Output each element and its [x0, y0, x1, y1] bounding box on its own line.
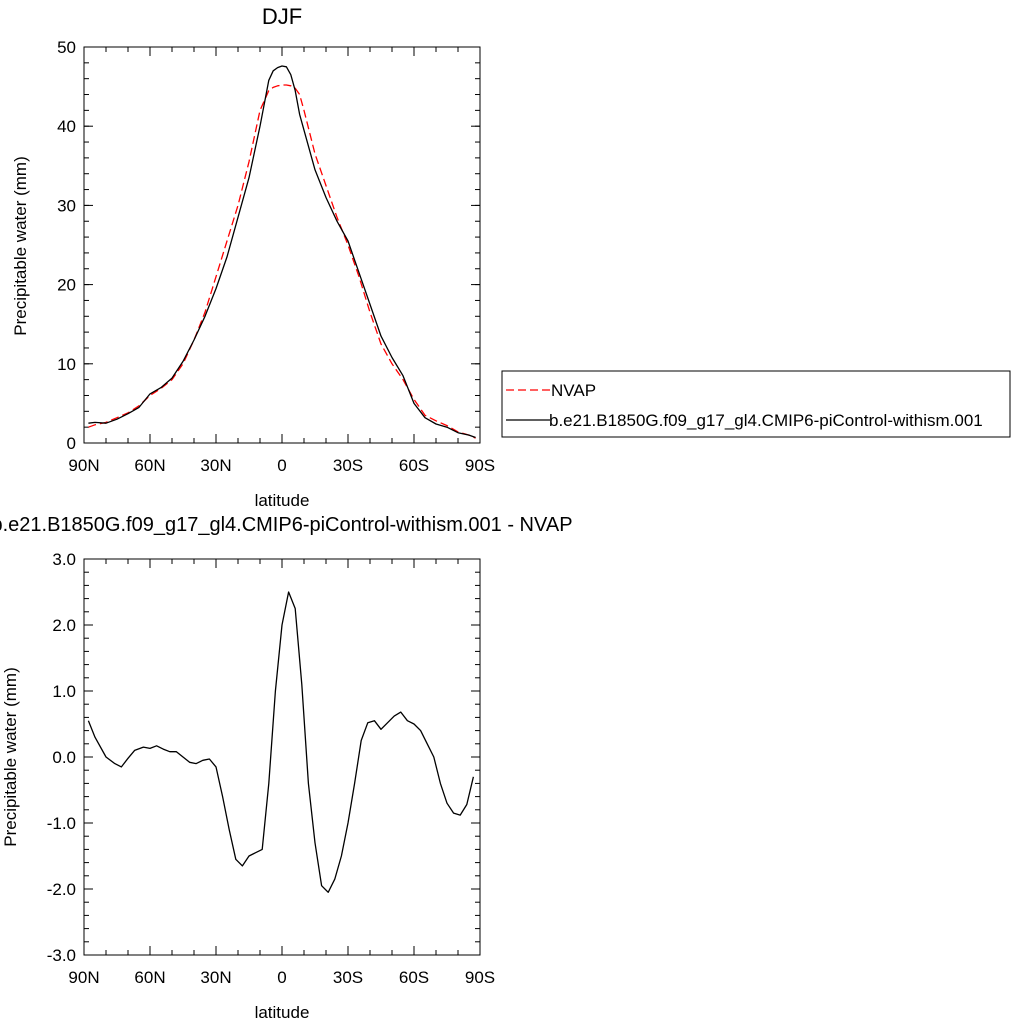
- x-tick-label: 30S: [333, 456, 363, 475]
- y-tick-label: 50: [57, 38, 76, 57]
- x-tick-label: 90S: [465, 456, 495, 475]
- bottom-axis-ticks: 90N 60N 30N 0 30S 60S 90S -3.0 -2.0 -1.0 0.0 1.0 2.0…: [47, 550, 495, 987]
- x-tick-label: 30S: [333, 968, 363, 987]
- y-tick-label: 30: [57, 196, 76, 215]
- legend-nvap-label: NVAP: [551, 381, 596, 400]
- y-tick-label: 0: [67, 434, 76, 453]
- x-tick-label: 90N: [68, 456, 99, 475]
- x-tick-label: 0: [277, 968, 286, 987]
- bottom-plot-frame: [83, 558, 481, 956]
- x-tick-label: 90S: [465, 968, 495, 987]
- x-tick-label: 60N: [134, 968, 165, 987]
- bottom-xlabel: latitude: [255, 1003, 310, 1022]
- x-tick-label: 90N: [68, 968, 99, 987]
- y-tick-label: 1.0: [52, 682, 76, 701]
- x-tick-label: 60S: [399, 456, 429, 475]
- legend: NVAP b.e21.B1850G.f09_g17_gl4.CMIP6-piCo…: [501, 370, 1011, 438]
- bottom-ylabel: Precipitable water (mm): [1, 667, 20, 847]
- top-xlabel: latitude: [255, 491, 310, 510]
- x-tick-label: 60N: [134, 456, 165, 475]
- y-tick-label: 40: [57, 117, 76, 136]
- series-line-1: [88, 65, 476, 439]
- y-tick-label: 20: [57, 276, 76, 295]
- series-line-0: [88, 84, 476, 439]
- y-tick-label: -1.0: [47, 814, 76, 833]
- top-plot-frame: [83, 46, 481, 444]
- y-tick-label: 10: [57, 355, 76, 374]
- legend-model-label: b.e21.B1850G.f09_g17_gl4.CMIP6-piControl…: [549, 411, 983, 430]
- top-series-group: [88, 65, 476, 439]
- bottom-series-group: [87, 591, 475, 893]
- y-tick-label: 0.0: [52, 748, 76, 767]
- y-tick-label: -3.0: [47, 946, 76, 965]
- legend-box: [501, 370, 1011, 438]
- x-tick-label: 60S: [399, 968, 429, 987]
- top-panel: DJF Precipitable water (mm) latitude 90N…: [11, 4, 495, 510]
- bottom-title: b.e21.B1850G.f09_g17_gl4.CMIP6-piControl…: [0, 514, 573, 536]
- top-title: DJF: [262, 4, 302, 29]
- y-tick-label: -2.0: [47, 880, 76, 899]
- y-tick-label: 3.0: [52, 550, 76, 569]
- y-tick-label: 2.0: [52, 616, 76, 635]
- x-tick-label: 30N: [200, 968, 231, 987]
- x-tick-label: 30N: [200, 456, 231, 475]
- bottom-panel: b.e21.B1850G.f09_g17_gl4.CMIP6-piControl…: [0, 514, 573, 1022]
- top-ylabel: Precipitable water (mm): [11, 156, 30, 336]
- series-line-0: [87, 591, 475, 893]
- x-tick-label: 0: [277, 456, 286, 475]
- top-axis-ticks: 90N 60N 30N 0 30S 60S 90S 0 10 20 30 40 50: [57, 38, 495, 475]
